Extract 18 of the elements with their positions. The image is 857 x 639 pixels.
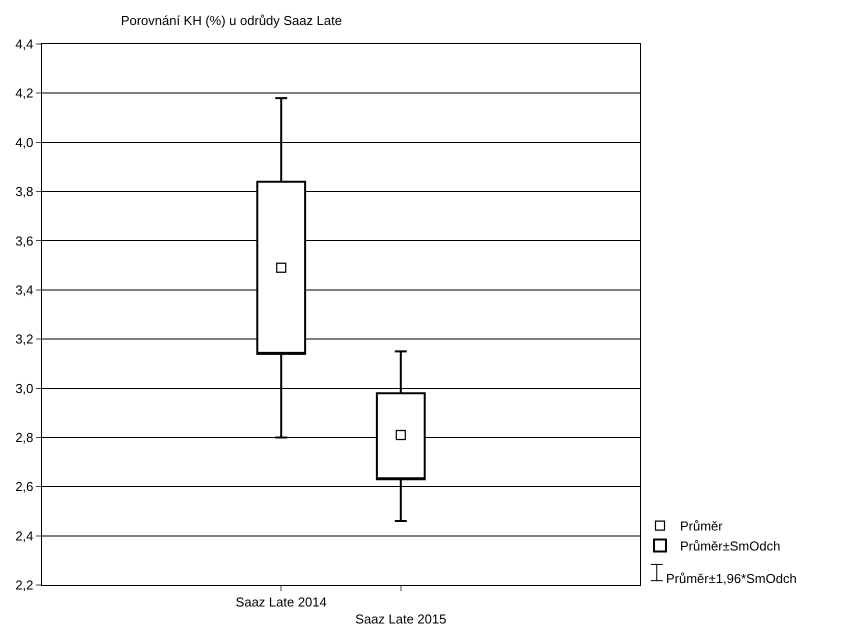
- x-tick-label: Saaz Late 2014: [236, 594, 327, 610]
- legend-label: Průměr: [680, 518, 724, 534]
- y-tick-label: 4,4: [15, 36, 34, 52]
- y-tick-label: 3,4: [15, 282, 34, 298]
- y-tick-label: 3,2: [15, 332, 34, 347]
- y-tick-label: 3,0: [15, 380, 34, 396]
- y-tick-label: 2,8: [15, 430, 34, 445]
- y-tick-label: 4,2: [15, 86, 34, 101]
- y-tick-label: 3,8: [15, 184, 34, 200]
- legend-label: Průměr±SmOdch: [680, 538, 780, 554]
- y-tick-label: 2,4: [15, 528, 34, 544]
- x-tick-label: Saaz Late 2015: [355, 612, 446, 626]
- text: Průměr±1,96*SmOdch: [666, 571, 797, 586]
- chart-title: Porovnání KH (%) u odrůdy Saaz Late: [120, 13, 342, 28]
- y-tick-label: 2,2: [15, 578, 34, 593]
- y-tick-label: 3,6: [15, 233, 34, 248]
- y-tick-label: 2,6: [15, 479, 34, 494]
- y-tick-label: 4,0: [15, 134, 34, 150]
